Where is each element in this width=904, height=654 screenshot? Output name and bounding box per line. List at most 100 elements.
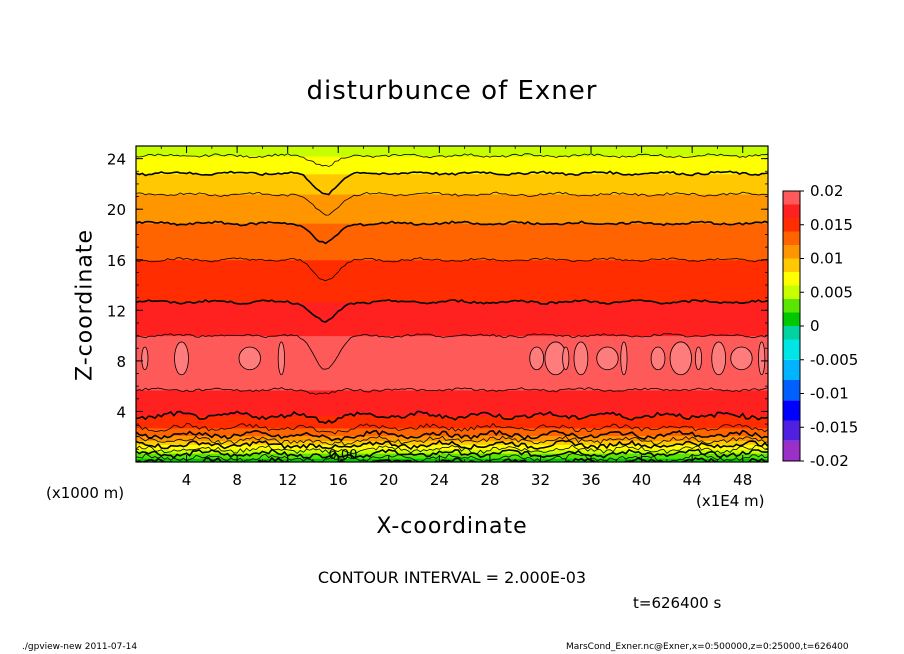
heatmap-strip bbox=[136, 352, 768, 356]
colorbar-tick-label: 0.015 bbox=[810, 216, 853, 234]
heatmap-strip bbox=[136, 287, 768, 290]
heatmap-strip bbox=[136, 394, 768, 397]
heatmap-strip bbox=[136, 376, 768, 380]
heatmap-strip bbox=[136, 283, 768, 286]
contour-interval-text: CONTOUR INTERVAL = 2.000E-03 bbox=[0, 568, 904, 587]
contour-blob bbox=[573, 341, 589, 376]
colorbar-swatch bbox=[783, 400, 800, 421]
heatmap-strip bbox=[136, 383, 768, 386]
contour-blob bbox=[620, 341, 628, 376]
heatmap-strip bbox=[136, 263, 768, 266]
heatmap-strip bbox=[136, 177, 768, 180]
heatmap-strip bbox=[136, 268, 768, 271]
heatmap-strip bbox=[136, 337, 768, 340]
heatmap-strip bbox=[136, 346, 768, 349]
contour-blob bbox=[694, 346, 703, 371]
footer-left: ./gpview-new 2011-07-14 bbox=[22, 642, 138, 652]
heatmap-strip bbox=[136, 260, 768, 263]
colorbar-tick-label: 0.005 bbox=[810, 283, 853, 301]
heatmap-strip bbox=[136, 369, 768, 372]
heatmap-strip bbox=[136, 371, 768, 375]
contour-blob bbox=[730, 346, 753, 371]
heatmap-strip bbox=[136, 278, 768, 281]
heatmap-strip bbox=[136, 375, 768, 378]
contour-line bbox=[136, 453, 768, 462]
heatmap-strip bbox=[136, 170, 768, 174]
heatmap-strip bbox=[136, 457, 768, 460]
heatmap-strip bbox=[136, 203, 768, 206]
contour-line bbox=[136, 170, 768, 196]
x-tick-label: 40 bbox=[632, 471, 651, 489]
heatmap-strip bbox=[136, 313, 768, 316]
heatmap-strip bbox=[136, 424, 768, 428]
heatmap-strip bbox=[136, 386, 768, 390]
heatmap-strip bbox=[136, 165, 768, 168]
contour-line bbox=[136, 333, 768, 370]
heatmap-strip bbox=[136, 231, 768, 234]
heatmap-strip bbox=[136, 255, 768, 258]
heatmap-strip bbox=[136, 380, 768, 383]
heatmap-strip bbox=[136, 161, 768, 165]
heatmap-strip bbox=[136, 254, 768, 257]
heatmap-strip bbox=[136, 395, 768, 399]
heatmap-strip bbox=[136, 356, 768, 359]
heatmap-strip bbox=[136, 218, 768, 222]
contour-blob bbox=[711, 341, 727, 376]
heatmap-strip bbox=[136, 448, 768, 452]
heatmap-strip bbox=[136, 385, 768, 388]
heatmap-strip bbox=[136, 364, 768, 367]
heatmap-strip bbox=[136, 156, 768, 160]
heatmap-strip bbox=[136, 252, 768, 256]
colorbar-swatch bbox=[783, 231, 800, 245]
heatmap-strip bbox=[136, 357, 768, 361]
heatmap-strip bbox=[136, 345, 768, 348]
contour-blob bbox=[596, 346, 619, 371]
heatmap-strip bbox=[136, 321, 768, 324]
colorbar-swatch bbox=[783, 272, 800, 286]
heatmap-strip bbox=[136, 311, 768, 314]
heatmap-strip bbox=[136, 409, 768, 412]
heatmap-strip bbox=[136, 196, 768, 199]
footer-right: MarsCond_Exner.nc@Exner,x=0:500000,z=0:2… bbox=[566, 642, 849, 652]
heatmap-strip bbox=[136, 164, 768, 167]
heatmap-strip bbox=[136, 447, 768, 450]
colorbar-swatch bbox=[783, 245, 800, 259]
heatmap-strip bbox=[136, 290, 768, 294]
heatmap-strip bbox=[136, 355, 768, 358]
y-tick-label: 16 bbox=[107, 252, 126, 270]
heatmap-strip bbox=[136, 319, 768, 323]
heatmap-strip bbox=[136, 146, 768, 150]
heatmap-strip bbox=[136, 251, 768, 254]
heatmap-strip bbox=[136, 300, 768, 304]
heatmap-strip bbox=[136, 379, 768, 382]
heatmap-strip bbox=[136, 331, 768, 334]
x-tick-label: 32 bbox=[531, 471, 550, 489]
heatmap-strip bbox=[136, 289, 768, 292]
colorbar-swatch bbox=[783, 339, 800, 360]
heatmap-strip bbox=[136, 433, 768, 436]
heatmap-strip bbox=[136, 265, 768, 268]
heatmap-strip bbox=[136, 351, 768, 354]
heatmap-strip bbox=[136, 225, 768, 228]
colorbar-swatch bbox=[783, 299, 800, 313]
y-axis: 4 8 12 16 20 24 bbox=[107, 151, 768, 450]
contour-line bbox=[136, 439, 768, 451]
x-tick-label: 48 bbox=[733, 471, 752, 489]
heatmap-strip bbox=[136, 150, 768, 153]
heatmap-strip bbox=[136, 419, 768, 423]
heatmap-strip bbox=[136, 270, 768, 273]
heatmap-strip bbox=[136, 282, 768, 285]
chart-title: disturbunce of Exner bbox=[306, 76, 598, 106]
contour-blob bbox=[238, 346, 261, 371]
heatmap-strip bbox=[136, 294, 768, 297]
contour-line bbox=[136, 429, 768, 442]
heatmap-strip bbox=[136, 367, 768, 371]
y-tick-label: 8 bbox=[116, 353, 126, 371]
contour-line bbox=[136, 257, 768, 282]
heatmap-strip bbox=[136, 413, 768, 416]
heatmap-strip bbox=[136, 242, 768, 246]
contour-line bbox=[136, 153, 768, 167]
heatmap-strip bbox=[136, 328, 768, 332]
heatmap-strip bbox=[136, 362, 768, 366]
heatmap-strip bbox=[136, 340, 768, 343]
